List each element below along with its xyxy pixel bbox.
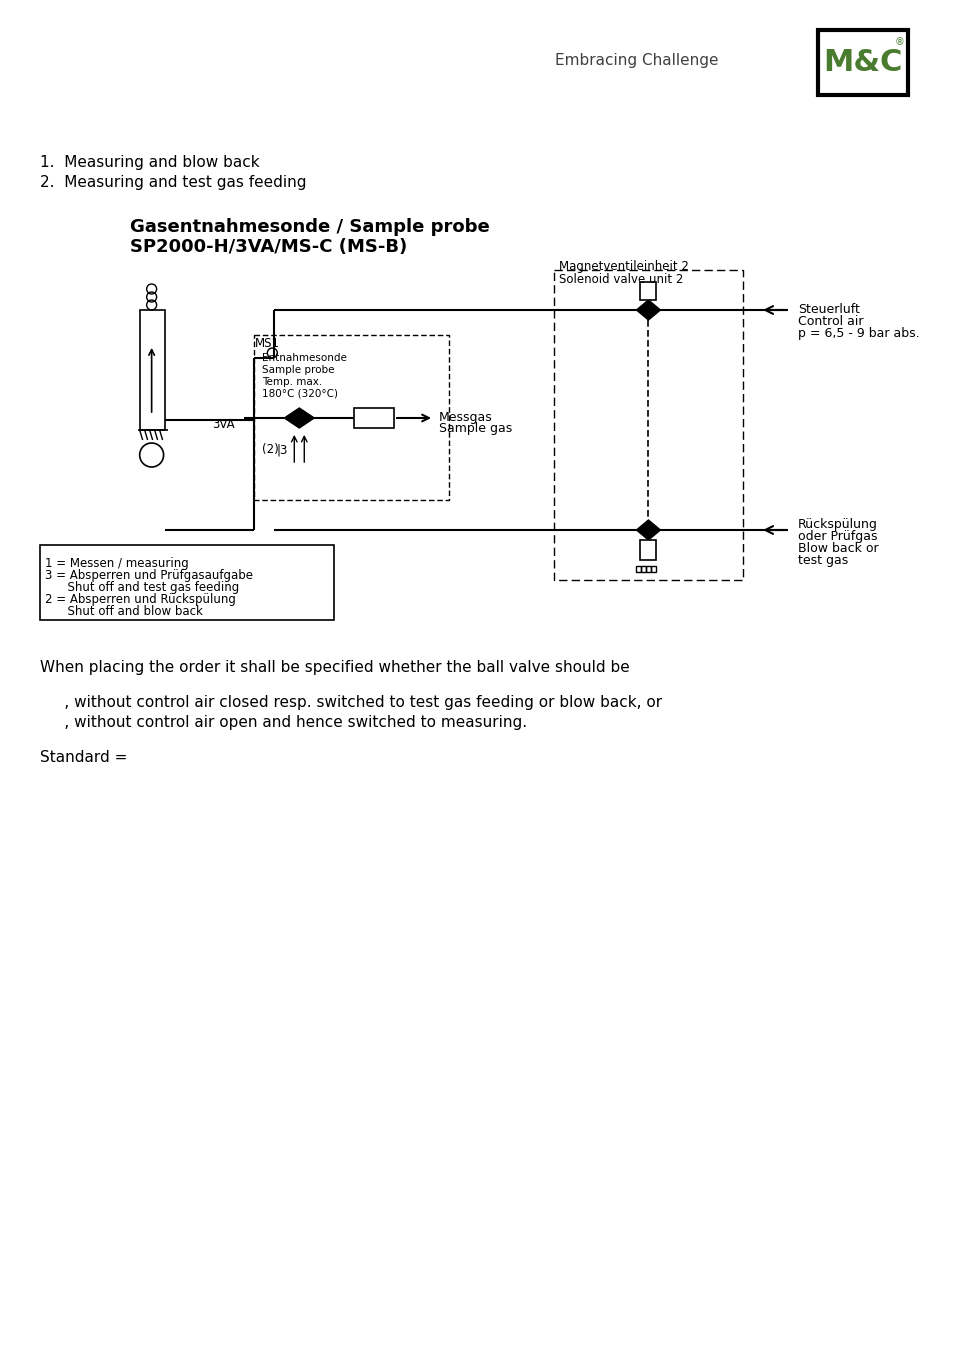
Text: 3VA: 3VA	[213, 418, 234, 431]
Text: Magnetventileinheit 2: Magnetventileinheit 2	[558, 261, 688, 273]
Bar	[651, 566, 656, 572]
Text: Gasentnahmesonde / Sample probe: Gasentnahmesonde / Sample probe	[130, 217, 489, 236]
Text: Embracing Challenge: Embracing Challenge	[555, 53, 718, 68]
Polygon shape	[284, 408, 314, 428]
Text: Blow back or: Blow back or	[798, 541, 878, 555]
Text: |3: |3	[276, 443, 288, 456]
Polygon shape	[636, 300, 659, 320]
Text: 1.  Measuring and blow back: 1. Measuring and blow back	[40, 155, 259, 170]
Text: test gas: test gas	[798, 554, 847, 567]
Bar	[40, 545, 334, 620]
Text: Solenoid valve unit 2: Solenoid valve unit 2	[558, 273, 682, 286]
Text: Control air: Control air	[798, 315, 862, 328]
Text: Shut off and blow back: Shut off and blow back	[45, 605, 203, 618]
Text: 2.  Measuring and test gas feeding: 2. Measuring and test gas feeding	[40, 176, 306, 190]
Text: Temp. max.: Temp. max.	[262, 377, 322, 387]
Text: When placing the order it shall be specified whether the ball valve should be: When placing the order it shall be speci…	[40, 660, 629, 675]
Bar	[817, 30, 907, 95]
Text: 1 = Messen / measuring: 1 = Messen / measuring	[45, 558, 189, 570]
Bar	[639, 540, 656, 560]
Text: , without control air closed resp. switched to test gas feeding or blow back, or: , without control air closed resp. switc…	[40, 695, 661, 710]
Text: ®: ®	[894, 36, 903, 47]
Text: SP2000-H/3VA/MS-C (MS-B): SP2000-H/3VA/MS-C (MS-B)	[130, 238, 407, 256]
Text: Steuerluft: Steuerluft	[798, 302, 859, 316]
Text: , without control air open and hence switched to measuring.: , without control air open and hence swi…	[40, 716, 526, 730]
Text: Sample probe: Sample probe	[262, 364, 335, 375]
Text: Standard =: Standard =	[40, 751, 127, 765]
Text: MS1: MS1	[254, 338, 279, 350]
Bar	[354, 408, 394, 428]
Text: (2): (2)	[262, 443, 279, 456]
Text: Messgas: Messgas	[438, 410, 492, 424]
Polygon shape	[636, 520, 659, 540]
Text: oder Prüfgas: oder Prüfgas	[798, 531, 877, 543]
Bar	[639, 282, 656, 300]
Text: Entnahmesonde: Entnahmesonde	[262, 352, 347, 363]
Bar	[640, 566, 646, 572]
Text: 3 = Absperren und Prüfgasaufgabe: 3 = Absperren und Prüfgasaufgabe	[45, 568, 253, 582]
Text: 2 = Absperren und Rückspülung: 2 = Absperren und Rückspülung	[45, 593, 235, 606]
Bar	[636, 566, 640, 572]
Text: Shut off and test gas feeding: Shut off and test gas feeding	[45, 580, 239, 594]
Text: Rückspülung: Rückspülung	[798, 518, 877, 531]
Text: p = 6,5 - 9 bar abs.: p = 6,5 - 9 bar abs.	[798, 327, 919, 340]
Text: 180°C (320°C): 180°C (320°C)	[262, 389, 338, 400]
Text: M&C: M&C	[822, 49, 902, 77]
Bar	[139, 310, 165, 431]
Bar	[646, 566, 651, 572]
Text: Sample gas: Sample gas	[438, 423, 512, 435]
